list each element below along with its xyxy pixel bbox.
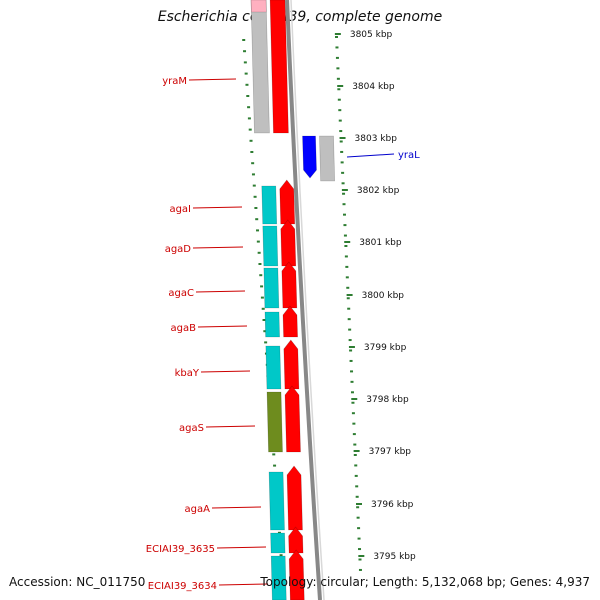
- gene-label-agai: agaI: [169, 204, 191, 215]
- tick-label: 3796 kbp: [371, 500, 414, 510]
- gene-label-agac: agaC: [168, 288, 194, 299]
- tick-label: 3804 kbp: [352, 82, 395, 92]
- tick-label: 3802 kbp: [357, 186, 400, 196]
- gene-label-agad: agaD: [165, 244, 192, 255]
- tick-label: 3803 kbp: [355, 134, 398, 144]
- gene-arrow-cds: [283, 339, 300, 390]
- gene-label-yral: yraL: [398, 150, 420, 161]
- gene-labels: yraM yraL agaI agaD agaC agaB kbaY agaS agaA ECIA…: [146, 76, 420, 592]
- gene-block-yraL-gray: [319, 135, 335, 182]
- outer-ticks: 3805 kbp 3804 kbp 3803 kbp 3802 kbp 3801 kbp…: [334, 30, 416, 571]
- companion-block: [261, 185, 278, 225]
- map-title: Escherichia coli IAI39, complete genome: [157, 9, 443, 25]
- gene-label-kbay: kbaY: [175, 368, 200, 379]
- gene-arrow-cds: [286, 465, 303, 531]
- gene-label-eciai39-3634: ECIAI39_3634: [148, 581, 217, 592]
- leader-line: [192, 246, 244, 249]
- tick-label: 3799 kbp: [364, 343, 407, 353]
- gene-block-yraM-cds: [269, 0, 289, 134]
- gene-arrow-cds: [284, 385, 301, 453]
- feature-track: [250, 0, 335, 600]
- gene-label-eciai39-3635: ECIAI39_3635: [146, 544, 215, 555]
- gene-label-agas: agaS: [179, 423, 204, 434]
- companion-block: [268, 471, 285, 531]
- backbone-dark: [285, 0, 322, 600]
- gene-block-yraL-cds: [302, 135, 317, 179]
- gene-block-yraM-gray: [250, 0, 270, 134]
- gene-arrow-cds: [279, 179, 296, 225]
- gene-arrow-cds: [288, 549, 305, 600]
- gene-label-agab: agaB: [171, 323, 197, 334]
- tick-label: 3801 kbp: [359, 238, 402, 248]
- tick-label: 3800 kbp: [362, 291, 405, 301]
- leader-line: [195, 290, 246, 293]
- companion-block: [264, 311, 280, 338]
- gene-block-pink: [250, 0, 267, 13]
- companion-block: [270, 555, 287, 600]
- leader-line: [211, 506, 262, 509]
- leader-line: [218, 583, 269, 586]
- companion-block: [262, 225, 279, 267]
- gene-arrow-cds: [280, 219, 297, 267]
- leader-line: [216, 546, 267, 549]
- tick-label: 3798 kbp: [366, 395, 409, 405]
- topology-summary: Topology: circular; Length: 5,132,068 bp…: [260, 575, 590, 589]
- gene-label-yram: yraM: [162, 76, 187, 87]
- backbone-light: [290, 0, 325, 600]
- leader-line: [188, 78, 237, 81]
- leader-line: [346, 153, 395, 158]
- leader-line: [205, 425, 256, 428]
- gene-label-agaa: agaA: [185, 504, 211, 515]
- companion-block: [263, 267, 280, 309]
- backbone-line: [285, 0, 325, 600]
- companion-block: [266, 391, 283, 453]
- gene-arrow-cds: [281, 261, 298, 309]
- gene-arrow-cds: [282, 305, 298, 338]
- tick-label: 3797 kbp: [369, 447, 412, 457]
- companion-block: [265, 345, 282, 390]
- companion-block: [270, 532, 286, 554]
- gene-arrow-cds: [288, 526, 304, 554]
- tick-label: 3795 kbp: [373, 552, 416, 562]
- leader-line: [200, 370, 251, 373]
- leader-line: [197, 325, 248, 328]
- accession-text: Accession: NC_011750: [9, 575, 146, 589]
- leader-line: [192, 206, 243, 209]
- tick-label: 3805 kbp: [350, 30, 393, 40]
